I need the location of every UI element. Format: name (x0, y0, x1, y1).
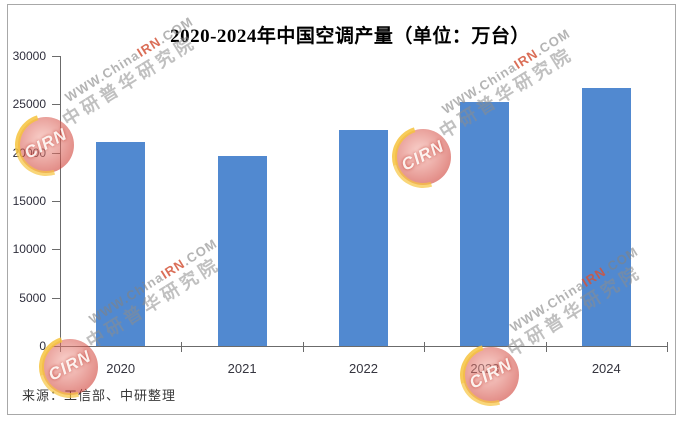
y-axis-tick (52, 104, 60, 106)
x-tick-label: 2022 (349, 361, 378, 376)
cirn-stamp-icon: CIRN (381, 115, 465, 199)
y-tick-label: 15000 (12, 194, 46, 208)
bar-2023 (460, 102, 509, 346)
y-axis-tick (52, 297, 60, 299)
y-tick-label: 25000 (12, 97, 46, 112)
chart-title: 2020-2024年中国空调产量（单位：万台） (170, 26, 530, 47)
y-axis-tick (52, 249, 60, 251)
y-tick-label: 30000 (12, 49, 46, 63)
x-axis-tick (667, 342, 668, 352)
x-tick-label: 2021 (227, 361, 257, 376)
x-axis-tick (545, 342, 547, 352)
cirn-stamp-icon: CIRN (4, 103, 88, 187)
cirn-stamp-icon: CIRN (28, 325, 112, 409)
bar-2021 (218, 156, 267, 346)
bar-2022 (339, 130, 388, 346)
figure-border (7, 4, 676, 415)
x-axis-tick (302, 342, 304, 352)
x-tick-label: 2024 (591, 361, 621, 376)
y-axis-tick (52, 201, 60, 202)
bar-2024 (582, 88, 631, 346)
x-tick-label: 2020 (106, 361, 136, 376)
y-axis-tick (52, 56, 60, 57)
source-note: 来源：工信部、中研整理 (22, 388, 177, 403)
cirn-stamp-icon: CIRN (449, 333, 533, 417)
x-axis-tick (181, 342, 183, 352)
y-tick-label: 10000 (12, 242, 46, 257)
bar-2020 (96, 142, 145, 346)
y-tick-label: 0 (39, 339, 46, 353)
x-axis-line (60, 346, 668, 347)
y-axis-line (60, 56, 61, 346)
x-axis-tick (424, 342, 426, 352)
y-tick-label: 5000 (19, 290, 46, 305)
